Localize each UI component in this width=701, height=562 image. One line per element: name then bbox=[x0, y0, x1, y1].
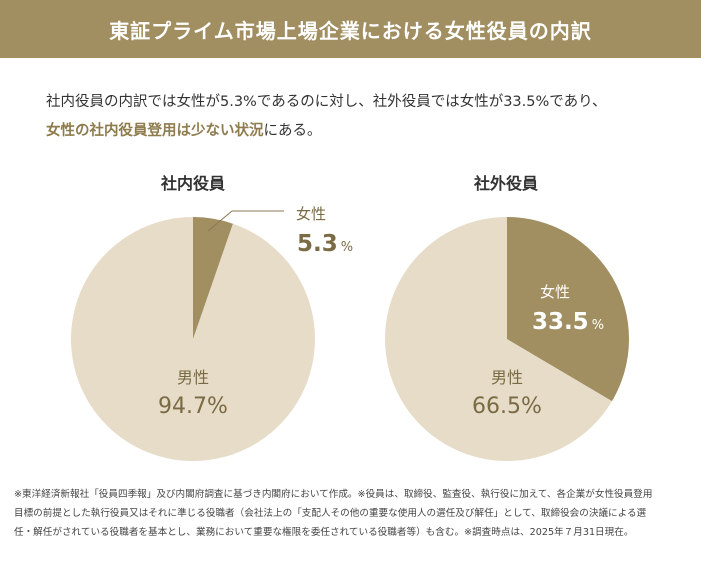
label-external-female: 女性 bbox=[540, 283, 570, 301]
slice-internal-female bbox=[193, 217, 233, 339]
lead-line-2-rest: にある。 bbox=[263, 123, 322, 139]
leader-line-internal bbox=[207, 210, 233, 232]
slice-external-female bbox=[507, 217, 629, 402]
value-external-male: 66.5% bbox=[472, 394, 542, 419]
slice-external-male bbox=[384, 217, 613, 461]
slice-internal-male bbox=[71, 217, 316, 461]
footnote-line-2: 目標の前提とした執行役員又はそれに準じる役職者（会社法上の「支配人その他の重要な… bbox=[14, 508, 647, 519]
pie-external: 女性 33.5% 男性 66.5% bbox=[384, 217, 629, 461]
footnote: ※東洋経済新報社「役員四季報」及び内閣府調査に基づき内閣府において作成。※役員は… bbox=[14, 485, 690, 542]
chart-title-internal: 社内役員 bbox=[160, 174, 225, 193]
footnote-line-1: ※東洋経済新報社「役員四季報」及び内閣府調査に基づき内閣府において作成。※役員は… bbox=[14, 489, 653, 500]
label-internal-male: 男性 bbox=[177, 368, 209, 387]
lead-line-2: 女性の社内役員登用は少ない状況にある。 bbox=[46, 117, 666, 146]
page-title: 東証プライム市場上場企業における女性役員の内訳 bbox=[109, 18, 592, 43]
chart-title-external: 社外役員 bbox=[473, 174, 538, 193]
lead-text: 社内役員の内訳では女性が5.3%であるのに対し、社外役員では女性が33.5%であ… bbox=[46, 88, 666, 146]
label-internal-female: 女性 bbox=[296, 205, 326, 223]
value-external-female: 33.5 bbox=[532, 309, 589, 335]
value-internal-male: 94.7% bbox=[158, 394, 228, 419]
svg-text:33.5%: 33.5% bbox=[532, 309, 604, 335]
footnote-line-3: 任・解任がされている役職者を基本とし、業務において重要な権限を委任されている役職… bbox=[14, 527, 634, 538]
unit-internal-female: % bbox=[341, 240, 353, 255]
value-internal-female: 5.3 bbox=[297, 231, 338, 257]
pie-internal: 女性 5.3% 男性 94.7% bbox=[71, 205, 353, 461]
lead-line-1: 社内役員の内訳では女性が5.3%であるのに対し、社外役員では女性が33.5%であ… bbox=[46, 94, 607, 110]
label-external-male: 男性 bbox=[491, 368, 523, 387]
lead-highlight: 女性の社内役員登用は少ない状況 bbox=[46, 123, 264, 139]
header-banner: 東証プライム市場上場企業における女性役員の内訳 bbox=[0, 0, 701, 58]
svg-text:5.3%: 5.3% bbox=[297, 231, 353, 257]
unit-external-female: % bbox=[592, 318, 604, 333]
